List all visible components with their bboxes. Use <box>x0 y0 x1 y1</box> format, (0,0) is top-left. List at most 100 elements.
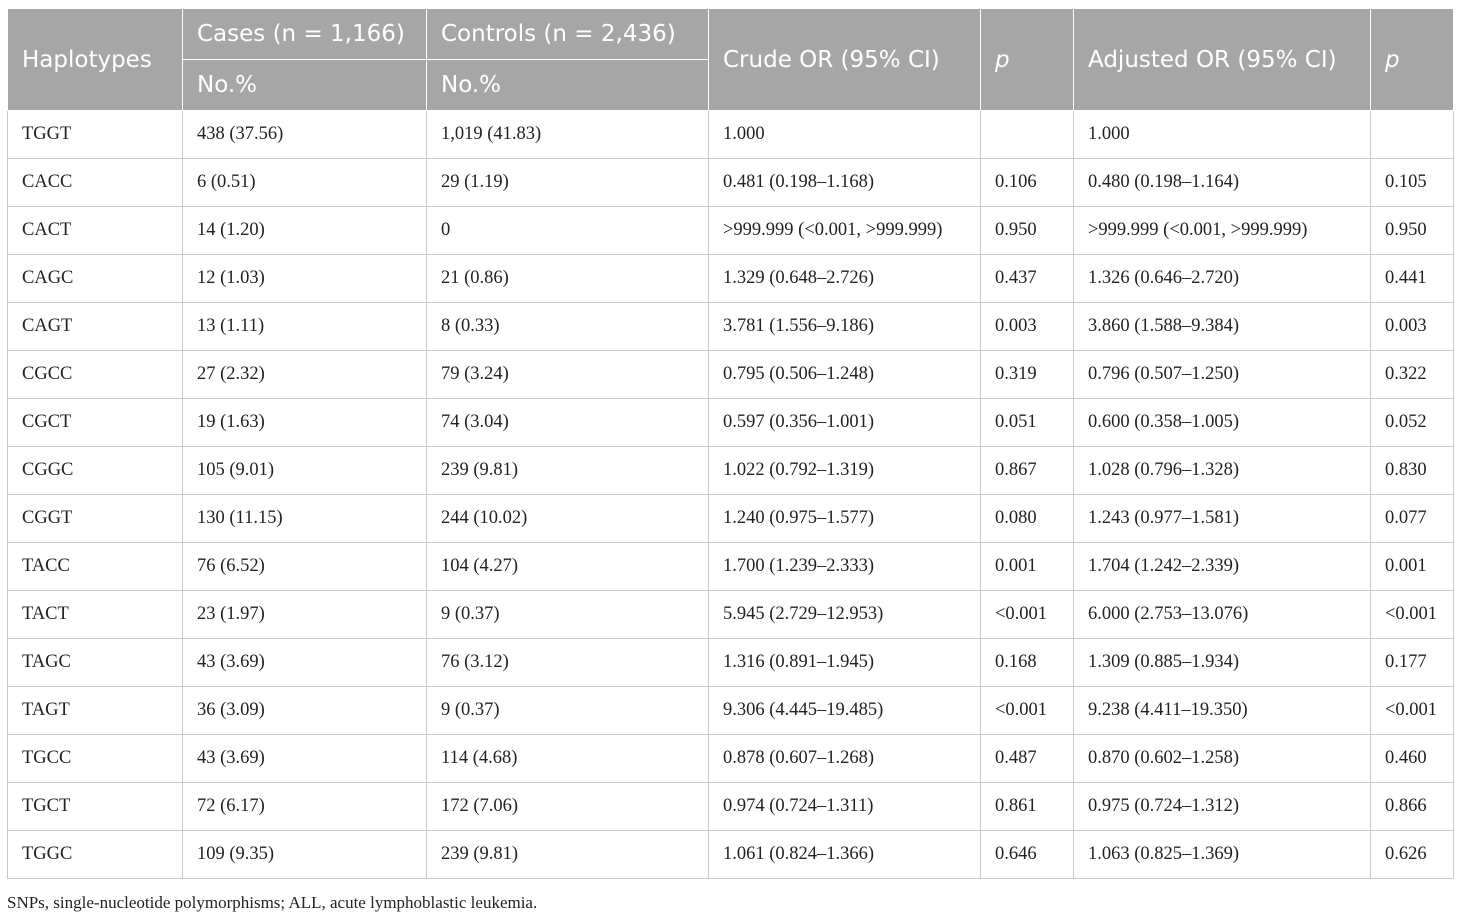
cell-controls: 239 (9.81) <box>426 830 709 879</box>
haplotype-table: Haplotypes Cases (n = 1,166) Controls (n… <box>7 8 1454 879</box>
cell-cases: 23 (1.97) <box>182 590 427 639</box>
cell-haplotype: CGCC <box>7 350 183 399</box>
cell-cases: 6 (0.51) <box>182 158 427 207</box>
cell-p-adjusted: 0.177 <box>1370 638 1454 687</box>
cell-crude-or: 1.700 (1.239–2.333) <box>708 542 981 591</box>
cell-crude-or: 5.945 (2.729–12.953) <box>708 590 981 639</box>
table-footnote: SNPs, single-nucleotide polymorphisms; A… <box>7 893 538 912</box>
table-row: CGGT 130 (11.15) 244 (10.02) 1.240 (0.975–1… <box>7 494 1454 543</box>
cell-p-crude: 0.003 <box>980 302 1074 351</box>
cell-crude-or: >999.999 (<0.001, >999.999) <box>708 206 981 255</box>
cell-haplotype: CGCT <box>7 398 183 447</box>
cell-cases: 72 (6.17) <box>182 782 427 831</box>
cell-crude-or: 9.306 (4.445–19.485) <box>708 686 981 735</box>
cell-adjusted-or: >999.999 (<0.001, >999.999) <box>1073 206 1371 255</box>
cell-p-crude: <0.001 <box>980 590 1074 639</box>
table-body: TGGT 438 (37.56) 1,019 (41.83) 1.000 1.000 CA… <box>7 110 1454 879</box>
cell-crude-or: 1.316 (0.891–1.945) <box>708 638 981 687</box>
cell-adjusted-or: 1.326 (0.646–2.720) <box>1073 254 1371 303</box>
cell-crude-or: 0.597 (0.356–1.001) <box>708 398 981 447</box>
cell-p-crude: 0.950 <box>980 206 1074 255</box>
cell-controls: 76 (3.12) <box>426 638 709 687</box>
cell-controls: 239 (9.81) <box>426 446 709 495</box>
cell-p-crude <box>980 110 1074 159</box>
cell-crude-or: 0.878 (0.607–1.268) <box>708 734 981 783</box>
cell-crude-or: 0.795 (0.506–1.248) <box>708 350 981 399</box>
cell-adjusted-or: 6.000 (2.753–13.076) <box>1073 590 1371 639</box>
cell-controls: 79 (3.24) <box>426 350 709 399</box>
cell-p-crude: 0.106 <box>980 158 1074 207</box>
cell-haplotype: CGGC <box>7 446 183 495</box>
cell-crude-or: 0.481 (0.198–1.168) <box>708 158 981 207</box>
cell-controls: 29 (1.19) <box>426 158 709 207</box>
haplotype-table-container: Haplotypes Cases (n = 1,166) Controls (n… <box>7 8 1454 879</box>
header-cases-sub: No.% <box>182 59 427 111</box>
cell-p-crude: 0.168 <box>980 638 1074 687</box>
cell-haplotype: CAGC <box>7 254 183 303</box>
cell-controls: 104 (4.27) <box>426 542 709 591</box>
cell-p-adjusted: 0.866 <box>1370 782 1454 831</box>
header-adjusted-or: Adjusted OR (95% CI) <box>1073 8 1371 111</box>
cell-adjusted-or: 1.028 (0.796–1.328) <box>1073 446 1371 495</box>
cell-crude-or: 1.240 (0.975–1.577) <box>708 494 981 543</box>
cell-p-adjusted: 0.077 <box>1370 494 1454 543</box>
cell-adjusted-or: 0.796 (0.507–1.250) <box>1073 350 1371 399</box>
header-p-crude: p <box>980 8 1074 111</box>
cell-crude-or: 0.974 (0.724–1.311) <box>708 782 981 831</box>
cell-p-crude: 0.319 <box>980 350 1074 399</box>
cell-controls: 74 (3.04) <box>426 398 709 447</box>
cell-adjusted-or: 0.975 (0.724–1.312) <box>1073 782 1371 831</box>
cell-p-crude: 0.080 <box>980 494 1074 543</box>
cell-cases: 43 (3.69) <box>182 638 427 687</box>
cell-p-crude: 0.051 <box>980 398 1074 447</box>
cell-adjusted-or: 0.480 (0.198–1.164) <box>1073 158 1371 207</box>
cell-cases: 130 (11.15) <box>182 494 427 543</box>
cell-haplotype: TGGC <box>7 830 183 879</box>
cell-haplotype: CAGT <box>7 302 183 351</box>
table-row: CGCC 27 (2.32) 79 (3.24) 0.795 (0.506–1.248… <box>7 350 1454 399</box>
cell-cases: 19 (1.63) <box>182 398 427 447</box>
cell-p-adjusted: 0.950 <box>1370 206 1454 255</box>
cell-adjusted-or: 0.870 (0.602–1.258) <box>1073 734 1371 783</box>
cell-cases: 13 (1.11) <box>182 302 427 351</box>
cell-adjusted-or: 0.600 (0.358–1.005) <box>1073 398 1371 447</box>
cell-p-crude: 0.861 <box>980 782 1074 831</box>
cell-p-crude: 0.867 <box>980 446 1074 495</box>
cell-p-adjusted: 0.626 <box>1370 830 1454 879</box>
cell-p-crude: <0.001 <box>980 686 1074 735</box>
cell-adjusted-or: 1.704 (1.242–2.339) <box>1073 542 1371 591</box>
cell-haplotype: TAGC <box>7 638 183 687</box>
header-cases: Cases (n = 1,166) <box>182 8 427 60</box>
cell-cases: 12 (1.03) <box>182 254 427 303</box>
cell-adjusted-or: 9.238 (4.411–19.350) <box>1073 686 1371 735</box>
cell-adjusted-or: 1.063 (0.825–1.369) <box>1073 830 1371 879</box>
cell-p-adjusted: 0.322 <box>1370 350 1454 399</box>
header-crude-or: Crude OR (95% CI) <box>708 8 981 111</box>
cell-cases: 438 (37.56) <box>182 110 427 159</box>
cell-adjusted-or: 1.243 (0.977–1.581) <box>1073 494 1371 543</box>
cell-haplotype: CGGT <box>7 494 183 543</box>
table-row: CACT 14 (1.20) 0 >999.999 (<0.001, >999.999… <box>7 206 1454 255</box>
cell-p-adjusted: 0.830 <box>1370 446 1454 495</box>
cell-controls: 8 (0.33) <box>426 302 709 351</box>
cell-crude-or: 1.061 (0.824–1.366) <box>708 830 981 879</box>
cell-haplotype: CACT <box>7 206 183 255</box>
cell-controls: 21 (0.86) <box>426 254 709 303</box>
cell-cases: 27 (2.32) <box>182 350 427 399</box>
cell-controls: 9 (0.37) <box>426 590 709 639</box>
table-header: Haplotypes Cases (n = 1,166) Controls (n… <box>7 8 1454 111</box>
cell-cases: 36 (3.09) <box>182 686 427 735</box>
cell-haplotype: TACT <box>7 590 183 639</box>
table-row: CGGC 105 (9.01) 239 (9.81) 1.022 (0.792–1.3… <box>7 446 1454 495</box>
table-row: TACT 23 (1.97) 9 (0.37) 5.945 (2.729–12.953… <box>7 590 1454 639</box>
header-haplotypes: Haplotypes <box>7 8 183 111</box>
cell-p-adjusted: <0.001 <box>1370 686 1454 735</box>
cell-controls: 9 (0.37) <box>426 686 709 735</box>
cell-p-crude: 0.487 <box>980 734 1074 783</box>
header-p-adjusted: p <box>1370 8 1454 111</box>
cell-p-adjusted: 0.105 <box>1370 158 1454 207</box>
cell-adjusted-or: 1.000 <box>1073 110 1371 159</box>
cell-crude-or: 1.329 (0.648–2.726) <box>708 254 981 303</box>
table-row: CAGC 12 (1.03) 21 (0.86) 1.329 (0.648–2.726… <box>7 254 1454 303</box>
cell-crude-or: 3.781 (1.556–9.186) <box>708 302 981 351</box>
